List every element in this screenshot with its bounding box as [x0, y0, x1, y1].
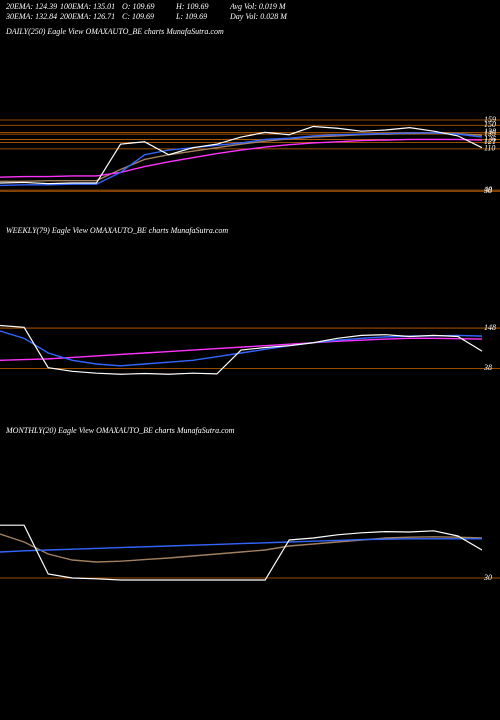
chart-title: MONTHLY(20) Eagle View OMAXAUTO_BE chart… [5, 426, 235, 435]
y-tick-label: 159 [484, 115, 496, 124]
stat: 200EMA: 126.71 [60, 12, 116, 21]
price-line [0, 132, 483, 187]
chart-title: DAILY(250) Eagle View OMAXAUTO_BE charts… [5, 27, 224, 36]
price-line [0, 533, 483, 563]
price-line [0, 324, 483, 375]
stat: C: 109.69 [122, 12, 154, 21]
stat: 30EMA: 132.84 [6, 12, 58, 21]
y-tick-label: 126 [484, 134, 496, 143]
stat: Avg Vol: 0.019 M [230, 2, 286, 11]
price-line [0, 538, 482, 553]
y-tick-label: 30 [483, 573, 492, 582]
y-tick-label: 38 [483, 363, 492, 372]
stat: Day Vol: 0.028 M [230, 12, 287, 21]
y-tick-label: 135 [484, 129, 496, 138]
stat: 100EMA: 135.01 [60, 2, 116, 11]
y-tick-label: 110 [484, 144, 495, 153]
price-line [0, 132, 483, 182]
price-line [0, 138, 483, 178]
price-line [0, 337, 483, 362]
price-line [0, 125, 483, 185]
y-tick-label: 150 [484, 120, 496, 129]
stat: H: 109.69 [176, 2, 209, 11]
y-tick-label: 138 [484, 127, 496, 136]
stat: O: 109.69 [122, 2, 155, 11]
chart-title: WEEKLY(79) Eagle View OMAXAUTO_BE charts… [6, 226, 228, 235]
y-tick-label: 40 [484, 185, 492, 194]
price-line [0, 524, 483, 581]
stat: L: 109.69 [176, 12, 208, 21]
y-tick-label: 38 [483, 186, 492, 195]
y-tick-label: 121 [484, 137, 496, 146]
y-tick-label: 148 [484, 323, 496, 332]
stat: 20EMA: 124.39 [6, 2, 58, 11]
